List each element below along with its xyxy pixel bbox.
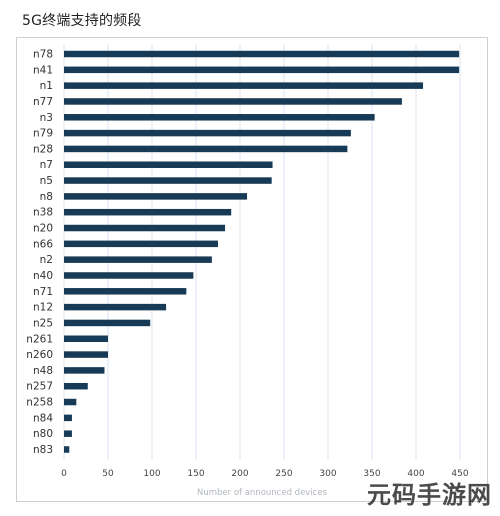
x-tick-label: 400 [407,469,424,479]
bar-n84 [64,414,72,422]
category-label-n5: n5 [40,175,53,187]
category-label-n257: n257 [26,381,53,393]
category-label-n80: n80 [33,428,53,440]
category-label-n77: n77 [33,96,53,108]
category-label-n258: n258 [26,397,53,409]
bar-n48 [64,367,105,374]
watermark-logo: 元码手游网 [367,481,492,509]
bar-n28 [64,145,348,153]
bar-n12 [64,303,167,311]
bar-n7 [64,161,273,168]
x-tick-label: 250 [275,469,292,479]
category-label-n8: n8 [40,191,53,203]
category-label-n79: n79 [33,128,53,140]
category-label-n40: n40 [33,270,53,282]
gridlines [63,44,461,460]
bar-n77 [64,98,402,105]
category-label-n48: n48 [33,365,53,377]
x-tick-label: 300 [319,469,336,479]
bar-n41 [64,66,460,74]
category-label-n41: n41 [33,64,53,76]
bar-n20 [64,224,226,232]
x-tick-label: 200 [231,469,248,479]
category-label-n12: n12 [33,302,53,314]
bar-n5 [64,177,272,184]
x-tick-label: 50 [102,469,114,479]
x-tick-labels: 0 50 100 150 200 250 300 350 400 450 [61,469,469,479]
bar-n3 [64,114,375,121]
x-tick-label: 0 [61,469,67,479]
bar-n38 [64,208,232,216]
bar-n78 [64,50,460,58]
category-label-n1: n1 [40,80,53,92]
bar-n2 [64,256,212,263]
category-label-n38: n38 [33,207,53,219]
x-tick-label: 100 [143,469,160,479]
x-tick-label: 150 [187,469,204,479]
bars [64,50,460,453]
bar-n261 [64,335,108,343]
x-axis-title: Number of announced devices [197,488,328,498]
category-labels: n78 n41 n1 n77 n3 n79 n28 n7 n5 n8 n38 n20 n66 n2 n40 n… [26,49,53,457]
bar-n83 [64,446,70,453]
category-label-n78: n78 [33,49,53,61]
category-label-n71: n71 [33,286,53,298]
bar-n8 [64,193,248,200]
bar-n66 [64,240,218,248]
bar-n260 [64,351,108,358]
category-label-n25: n25 [33,317,53,329]
x-tick-label: 350 [363,469,380,479]
category-label-n66: n66 [33,238,53,250]
bar-n258 [64,398,77,406]
category-label-n3: n3 [40,112,53,124]
category-label-n261: n261 [26,333,53,345]
bar-n257 [64,382,88,390]
category-label-n260: n260 [26,349,53,361]
bar-n80 [64,430,72,437]
category-label-n7: n7 [40,159,53,171]
bar-n25 [64,319,151,327]
category-label-n83: n83 [33,444,53,456]
bar-n79 [64,129,351,137]
x-tick-label: 450 [451,469,468,479]
category-label-n84: n84 [33,412,53,424]
category-label-n2: n2 [40,254,53,266]
page-title: 5G终端支持的频段 [22,13,142,29]
bar-n71 [64,288,187,295]
category-label-n20: n20 [33,223,53,235]
bar-n40 [64,272,194,279]
category-label-n28: n28 [33,143,53,155]
bar-n1 [64,82,424,89]
